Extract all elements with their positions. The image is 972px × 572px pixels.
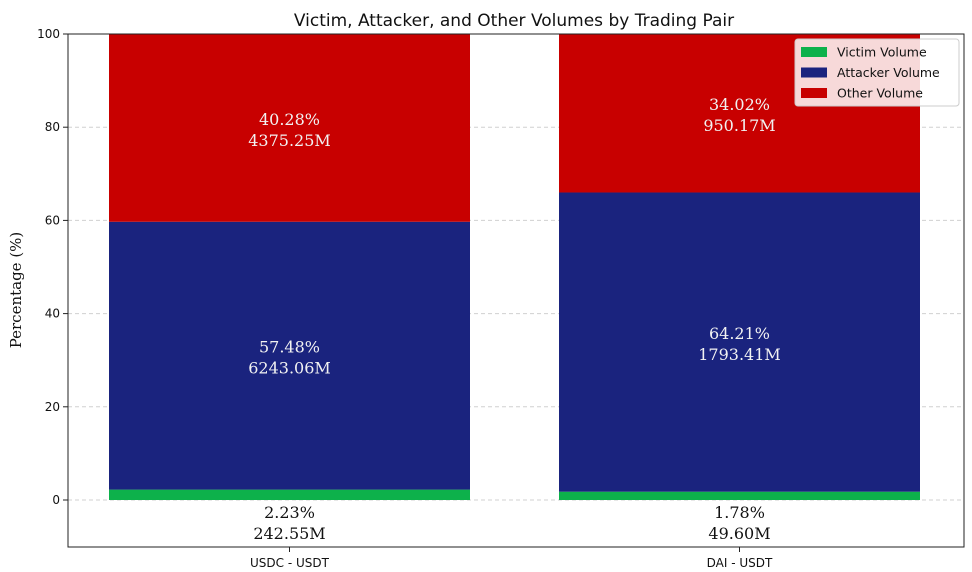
- legend-swatch: [801, 47, 827, 57]
- data-label-percent: 64.21%: [709, 324, 770, 343]
- data-label-volume: 6243.06M: [248, 359, 331, 378]
- y-tick-label: 80: [45, 120, 60, 134]
- chart-title: Victim, Attacker, and Other Volumes by T…: [294, 11, 734, 31]
- y-tick-label: 20: [45, 400, 60, 414]
- legend-entry-label: Victim Volume: [837, 45, 927, 60]
- bar-segment: [109, 34, 470, 222]
- data-label-volume: 49.60M: [708, 524, 770, 543]
- x-tick-label: DAI - USDT: [707, 556, 773, 570]
- legend-entry-label: Attacker Volume: [837, 65, 940, 80]
- data-label-percent: 2.23%: [264, 503, 315, 522]
- data-label-percent: 57.48%: [259, 338, 320, 357]
- labels-layer: 2.23% 242.55M 57.48% 6243.06M 40.28% 4375.25M…: [248, 95, 781, 543]
- legend-swatch: [801, 67, 827, 78]
- data-label-volume: 950.17M: [703, 116, 775, 135]
- data-label-percent: 34.02%: [709, 95, 770, 114]
- legend-entry-label: Other Volume: [837, 86, 923, 101]
- data-label-volume: 242.55M: [253, 524, 325, 543]
- data-label-volume: 1793.41M: [698, 345, 781, 364]
- y-tick-label: 0: [52, 493, 60, 507]
- legend: Victim Volume Attacker Volume Other Volume: [794, 38, 960, 107]
- data-label-percent: 40.28%: [259, 110, 320, 129]
- bar-segment: [559, 192, 920, 492]
- plot-frame: [67, 33, 965, 548]
- data-label-percent: 1.78%: [714, 503, 765, 522]
- y-tick-label: 60: [45, 213, 60, 227]
- y-tick-label: 100: [37, 27, 60, 41]
- legend-swatch: [801, 88, 827, 98]
- bar-segment: [109, 221, 470, 490]
- legend-box: [794, 38, 960, 107]
- bar-segment: [559, 491, 920, 500]
- data-label-volume: 4375.25M: [248, 131, 331, 150]
- bars-layer: [109, 33, 920, 500]
- x-tick-label: USDC - USDT: [250, 556, 330, 570]
- y-tick-label: 40: [45, 307, 60, 321]
- y-axis-label: Percentage (%): [7, 232, 25, 349]
- axes-layer: 0 20 40 60 80 100 USDC - USDT DAI - USDT: [37, 27, 965, 570]
- bar-segment: [109, 489, 470, 500]
